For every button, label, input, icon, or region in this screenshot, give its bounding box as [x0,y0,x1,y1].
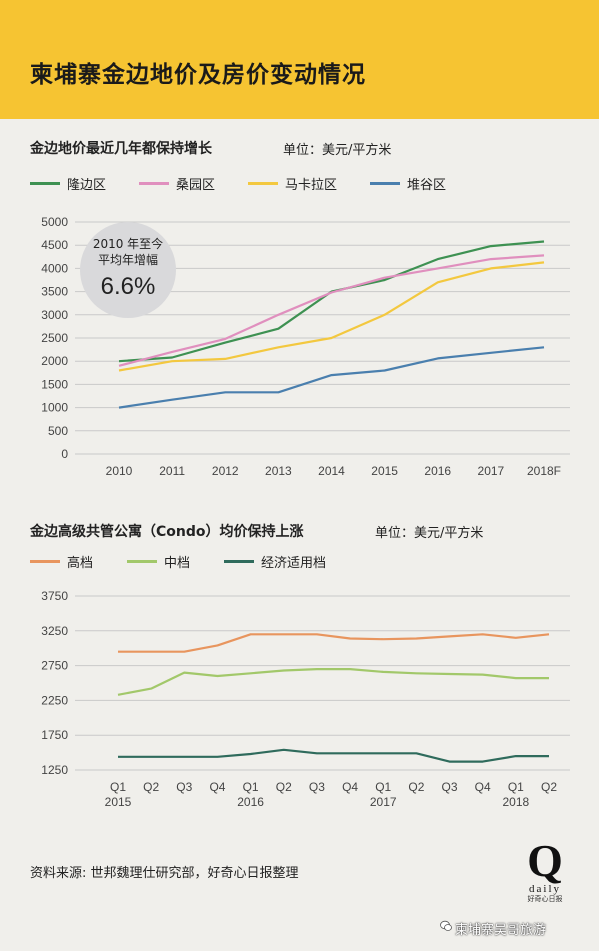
logo-word: daily [529,883,561,895]
series-line [118,346,545,409]
x-tick-label: 2015 [371,464,398,478]
y-tick-label: 1750 [41,728,68,742]
y-tick-label: 1000 [41,401,68,415]
x-tick-label: Q2 [408,780,424,794]
x-tick-label: Q2 [276,780,292,794]
x-tick-label: 2012 [212,464,239,478]
x-tick-label: Q2 [143,780,159,794]
x-tick-label: Q1 [375,780,391,794]
x-tick-label: Q1 [243,780,259,794]
y-tick-label: 2750 [41,659,68,673]
x-tick-label: 2018F [527,464,561,478]
chart2-plot: 1250 1750 2250 2750 3250 3750 Q1 Q2 Q3 Q4 Q1 Q2 Q3 Q4… [41,589,570,809]
chart1-title: 金边地价最近几年都保持增长 [30,141,212,157]
x-year-label: 2015 [105,795,132,809]
y-tick-label: 2000 [41,354,68,368]
chart2-legend: 高档 中档 经济适用档 [30,552,326,571]
series-line [118,240,545,363]
callout-value: 6.6% [100,273,156,300]
series-line [118,633,550,653]
x-year-label: 2018 [502,795,529,809]
x-tick-label: Q4 [209,780,225,794]
growth-callout: 2010 年至今 平均年增幅 6.6% [80,222,176,318]
legend-label: 隆边区 [67,178,107,193]
series-line [118,261,545,372]
legend-swatch [224,560,255,563]
x-tick-label: Q2 [541,780,557,794]
x-year-label: 2016 [237,795,264,809]
x-tick-label: 2011 [159,464,185,478]
x-tick-label: 2013 [265,464,292,478]
y-tick-label: 3000 [41,308,68,322]
x-tick-label: Q1 [508,780,524,794]
x-tick-label: 2017 [478,464,505,478]
y-tick-label: 4000 [41,261,68,275]
x-tick-label: Q3 [309,780,325,794]
series-line [117,667,549,696]
legend-item: 马卡拉区 [248,174,337,193]
y-tick-label: 1500 [41,377,68,391]
legend-label: 堆谷区 [407,178,447,193]
legend-label: 马卡拉区 [285,178,338,193]
x-tick-label: 2016 [424,464,451,478]
legend-swatch [139,182,170,185]
source-note: 资料来源: 世邦魏理仕研究部，好奇心日报整理 [30,866,299,881]
x-tick-label: Q1 [110,780,126,794]
legend-label: 中档 [164,556,191,571]
y-tick-label: 3750 [41,589,68,603]
y-tick-label: 4500 [41,238,68,252]
x-tick-label: 2010 [106,464,133,478]
chart1-legend: 隆边区 桑园区 马卡拉区 堆谷区 [30,174,446,193]
logo-cn: 好奇心日报 [527,895,563,903]
watermark: 柬埔寨吴哥旅游 [455,923,547,938]
legend-swatch [127,560,158,563]
x-tick-label: Q3 [176,780,192,794]
x-tick-label: Q3 [442,780,458,794]
legend-item: 经济适用档 [224,552,326,571]
legend-swatch [30,560,60,563]
wechat-icon [440,920,452,931]
x-tick-label: Q4 [342,780,358,794]
callout-line2: 平均年增幅 [97,253,158,267]
legend-swatch [30,182,60,185]
x-tick-label: 2014 [318,464,345,478]
x-year-label: 2017 [370,795,397,809]
x-tick-label: Q4 [475,780,491,794]
legend-item: 堆谷区 [370,174,446,193]
logo-letter: Q [527,835,563,886]
y-tick-label: 5000 [41,215,68,229]
y-tick-label: 2500 [41,331,68,345]
callout-line1: 2010 年至今 [92,237,164,251]
series-line [118,748,549,763]
legend-label: 桑园区 [176,178,216,193]
y-tick-label: 3250 [41,624,68,638]
header-banner: 柬埔寨金边地价及房价变动情况 [0,0,599,119]
legend-swatch [248,182,279,185]
legend-label: 经济适用档 [261,556,327,571]
legend-item: 桑园区 [139,174,215,193]
series-line [118,254,545,367]
legend-item: 隆边区 [30,174,106,193]
chart2-unit: 单位：美元/平方米 [375,526,484,541]
legend-label: 高档 [67,556,94,571]
daily-logo: Q daily 好奇心日报 [520,835,570,904]
page-title: 柬埔寨金边地价及房价变动情况 [30,62,366,88]
legend-swatch [370,182,401,185]
chart1-unit: 单位：美元/平方米 [283,143,392,158]
legend-item: 高档 [30,552,93,571]
y-tick-label: 2250 [41,693,68,707]
y-tick-label: 1250 [41,763,68,777]
y-tick-label: 0 [61,447,68,461]
legend-item: 中档 [127,552,190,571]
y-tick-label: 500 [48,424,68,438]
y-tick-label: 3500 [41,285,68,299]
chart2-title: 金边高级共管公寓（Condo）均价保持上涨 [30,524,304,540]
